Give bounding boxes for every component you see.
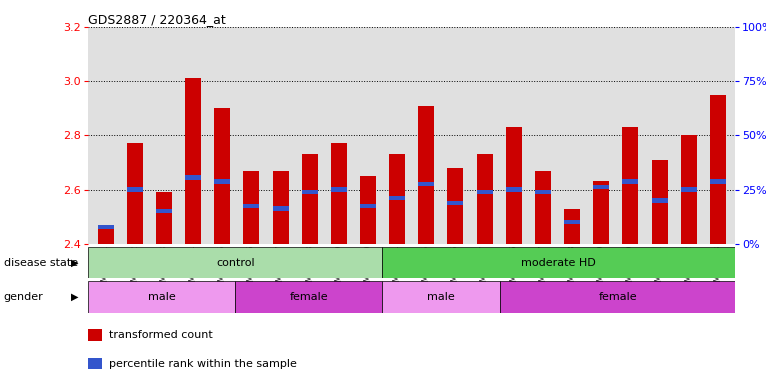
Bar [382, 247, 735, 278]
Bar [389, 154, 405, 244]
Text: percentile rank within the sample: percentile rank within the sample [109, 359, 296, 369]
Text: control: control [216, 258, 254, 268]
Text: ▶: ▶ [71, 258, 79, 268]
Bar [500, 281, 735, 313]
Bar [214, 179, 231, 184]
Bar [447, 201, 463, 205]
Bar [476, 190, 493, 194]
Bar [389, 195, 405, 200]
Bar [331, 187, 347, 192]
Bar [593, 185, 609, 189]
Bar [88, 281, 235, 313]
Bar [476, 154, 493, 244]
Bar [185, 78, 201, 244]
Bar [235, 281, 382, 313]
Text: female: female [598, 292, 637, 302]
Bar [623, 179, 638, 184]
Bar [652, 198, 668, 203]
Bar [331, 144, 347, 244]
Bar [564, 220, 580, 224]
Text: GDS2887 / 220364_at: GDS2887 / 220364_at [88, 13, 226, 26]
Bar [681, 187, 697, 192]
Text: disease state: disease state [4, 258, 78, 268]
Bar [126, 187, 142, 192]
Text: male: male [427, 292, 455, 302]
Bar [535, 190, 551, 194]
Bar [360, 204, 376, 208]
Bar [185, 175, 201, 180]
Bar [382, 281, 500, 313]
Bar [564, 209, 580, 244]
Bar [506, 127, 522, 244]
Bar [593, 182, 609, 244]
Bar [97, 225, 113, 230]
Bar [126, 144, 142, 244]
Bar [155, 192, 172, 244]
Text: moderate HD: moderate HD [522, 258, 596, 268]
Bar [506, 187, 522, 192]
Bar [97, 225, 113, 244]
Text: female: female [290, 292, 328, 302]
Bar [88, 247, 382, 278]
Bar [710, 179, 726, 184]
Bar [418, 182, 434, 186]
Bar [623, 127, 638, 244]
Bar [710, 95, 726, 244]
Bar [302, 154, 318, 244]
Bar [535, 170, 551, 244]
Bar [155, 209, 172, 214]
Bar [302, 190, 318, 194]
Bar [447, 168, 463, 244]
Text: transformed count: transformed count [109, 330, 212, 340]
Bar [418, 106, 434, 244]
Bar [273, 207, 289, 211]
Bar [273, 170, 289, 244]
Bar [360, 176, 376, 244]
Text: gender: gender [4, 292, 44, 302]
Bar [244, 204, 260, 208]
Text: male: male [148, 292, 175, 302]
Text: ▶: ▶ [71, 292, 79, 302]
Bar [681, 136, 697, 244]
Bar [214, 108, 231, 244]
Bar [652, 160, 668, 244]
Bar [244, 170, 260, 244]
